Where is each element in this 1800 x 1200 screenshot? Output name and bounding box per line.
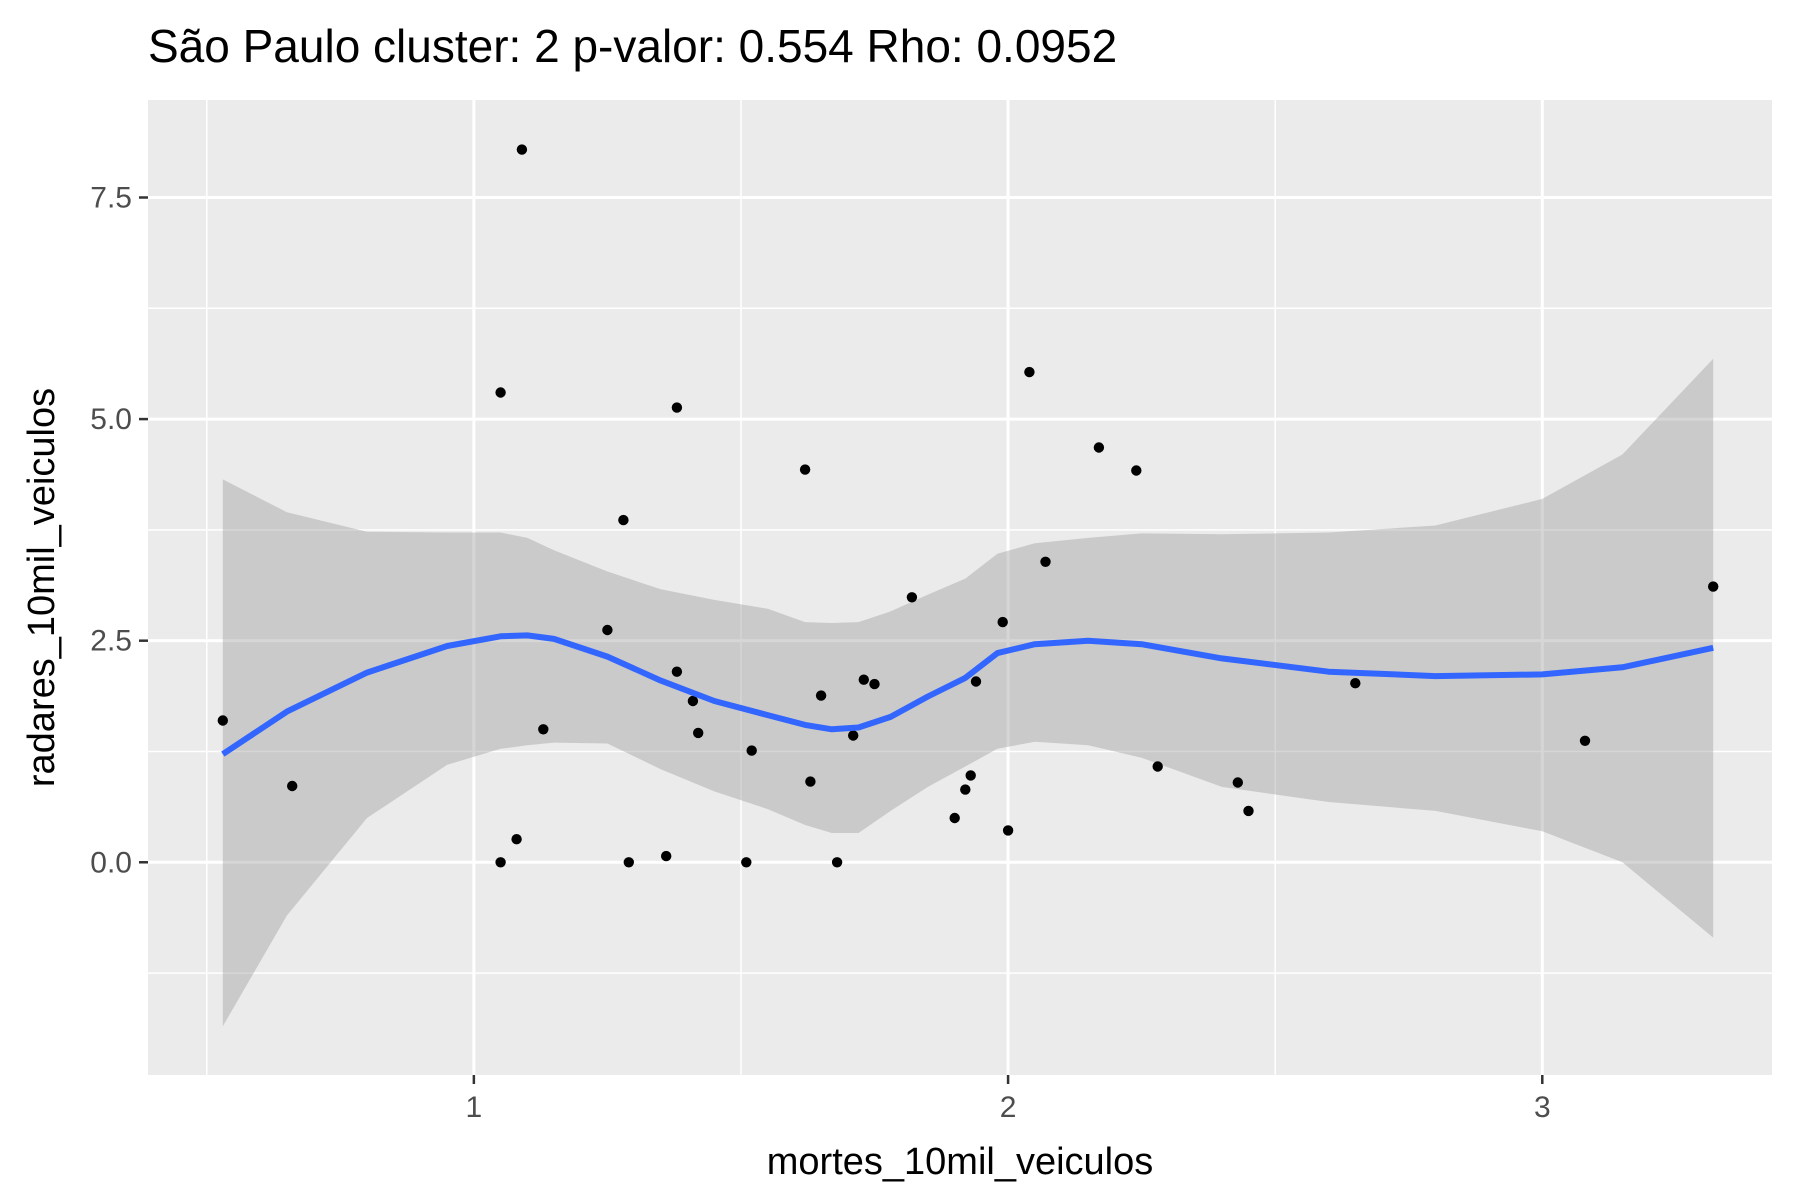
axis-ticks bbox=[139, 196, 1544, 1084]
data-point bbox=[217, 715, 228, 726]
chart-title: São Paulo cluster: 2 p-valor: 0.554 Rho:… bbox=[148, 20, 1117, 72]
data-point bbox=[965, 770, 976, 781]
data-point bbox=[511, 834, 522, 845]
y-tick-label: 2.5 bbox=[90, 625, 132, 658]
x-axis-title: mortes_10mil_veiculos bbox=[767, 1141, 1154, 1183]
data-point bbox=[693, 727, 704, 739]
data-point bbox=[1093, 442, 1105, 453]
data-point bbox=[741, 857, 752, 868]
x-tick-label: 3 bbox=[1534, 1091, 1551, 1124]
data-point bbox=[1232, 777, 1244, 788]
data-point bbox=[618, 514, 629, 526]
data-point bbox=[1024, 366, 1035, 378]
data-point bbox=[495, 387, 506, 398]
plot-panel bbox=[148, 100, 1772, 1075]
data-point bbox=[997, 616, 1008, 628]
confidence-band bbox=[222, 358, 1714, 1027]
data-points bbox=[217, 144, 1719, 868]
data-point bbox=[1002, 825, 1014, 836]
major-gridlines bbox=[148, 100, 1772, 1075]
data-point bbox=[805, 776, 816, 787]
data-point bbox=[869, 678, 880, 690]
data-point bbox=[1708, 581, 1719, 592]
data-point bbox=[602, 624, 613, 636]
data-point bbox=[1579, 735, 1591, 746]
data-point bbox=[1131, 465, 1142, 476]
data-point bbox=[671, 666, 683, 677]
data-point bbox=[831, 857, 843, 868]
minor-gridlines bbox=[148, 100, 1772, 1075]
data-point bbox=[623, 857, 634, 868]
smooth-line bbox=[221, 632, 1714, 757]
data-point bbox=[799, 464, 811, 475]
data-point bbox=[1152, 761, 1163, 772]
tick-labels: 1 2 3 0.0 2.5 5.0 7.5 bbox=[90, 182, 1550, 1125]
data-point bbox=[1243, 805, 1254, 817]
data-point bbox=[687, 695, 699, 707]
data-point bbox=[1350, 678, 1361, 689]
data-point bbox=[746, 745, 757, 756]
data-point bbox=[661, 850, 672, 862]
x-tick-label: 2 bbox=[1000, 1091, 1017, 1124]
data-point bbox=[906, 592, 918, 603]
x-tick-label: 1 bbox=[466, 1091, 483, 1124]
data-point bbox=[1040, 556, 1051, 567]
data-point bbox=[538, 724, 549, 735]
data-point bbox=[848, 730, 859, 741]
data-point bbox=[287, 780, 298, 792]
data-point bbox=[960, 784, 971, 795]
data-point bbox=[949, 812, 960, 824]
data-point bbox=[858, 674, 869, 685]
data-point bbox=[671, 402, 683, 413]
data-point bbox=[495, 857, 506, 868]
y-tick-label: 0.0 bbox=[90, 846, 132, 879]
y-tick-label: 7.5 bbox=[90, 182, 132, 215]
y-axis-title: radares_10mil_veiculos bbox=[21, 388, 63, 787]
data-point bbox=[970, 676, 982, 687]
data-point bbox=[815, 690, 827, 701]
y-tick-label: 5.0 bbox=[90, 403, 132, 436]
data-point bbox=[516, 144, 528, 155]
